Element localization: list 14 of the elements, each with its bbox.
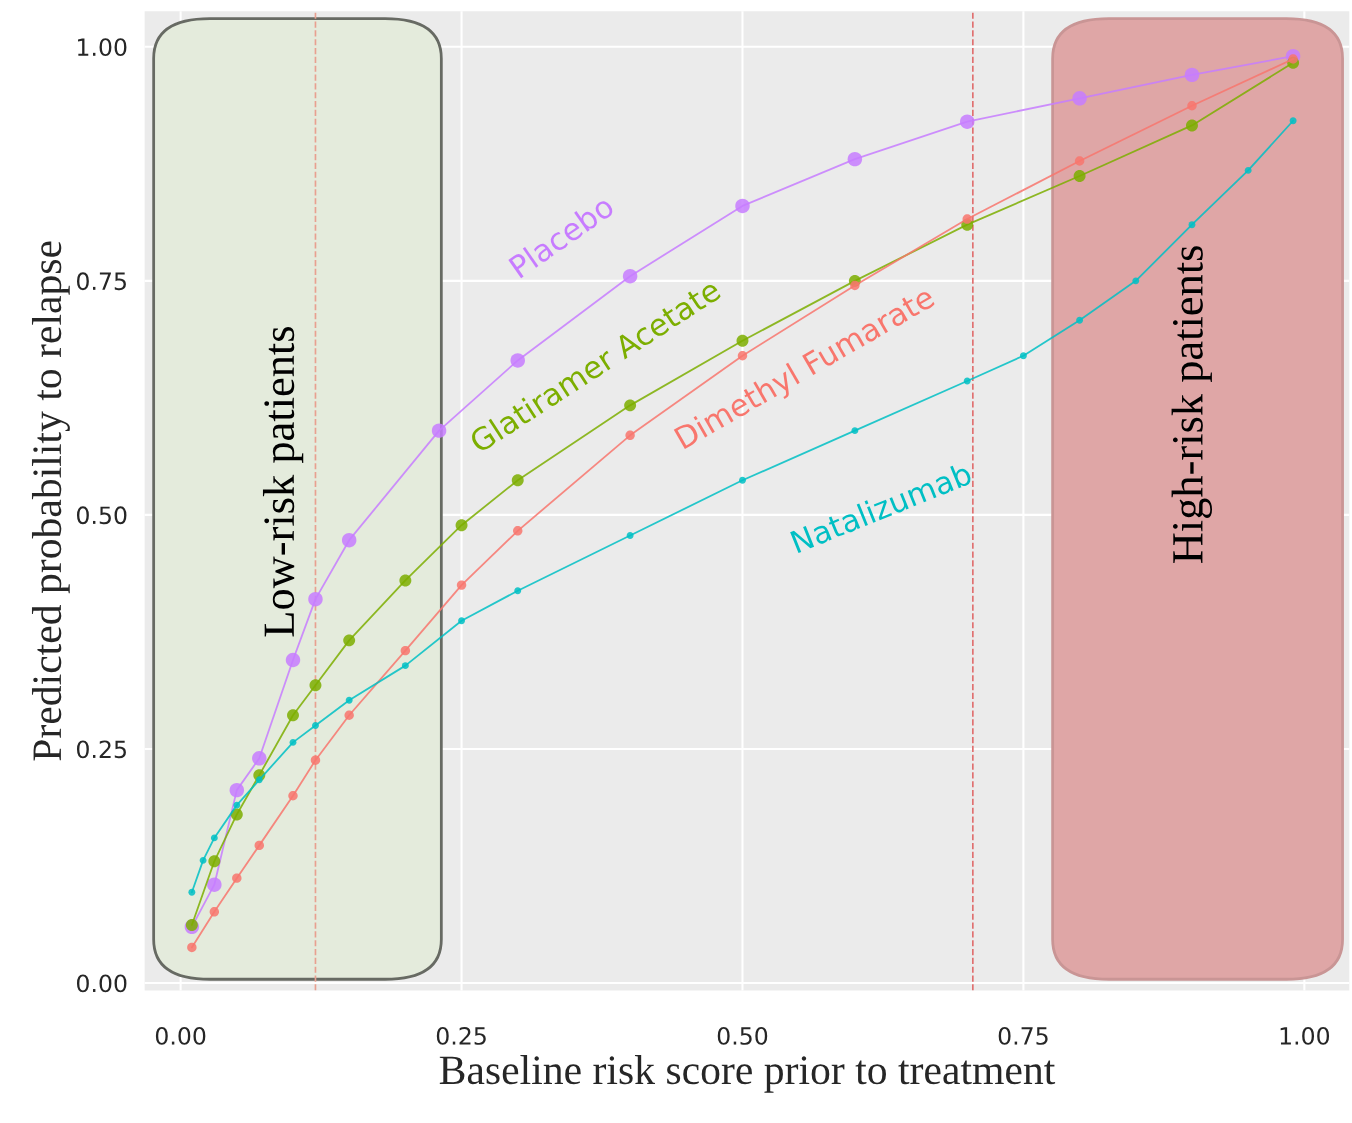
band-label: High-risk patients: [1171, 246, 1213, 564]
band-label: Low-risk patients: [262, 327, 304, 637]
x-tick-label: 1.00: [1280, 1027, 1330, 1045]
y-tick-label: 1.00: [78, 38, 127, 57]
x-tick-label: 0.50: [717, 1027, 768, 1045]
x-axis-title: Baseline risk score prior to treatment: [439, 1055, 1056, 1093]
y-tick-label: 0.00: [76, 974, 127, 993]
y-tick-label: 0.25: [76, 740, 126, 759]
y-tick-label: 0.50: [76, 506, 127, 525]
y-tick-label: 0.75: [76, 272, 126, 291]
x-tick-label: 0.00: [155, 1027, 206, 1045]
x-tick-label: 0.25: [436, 1027, 486, 1045]
y-axis-title: Predicted probability to relapse: [31, 241, 70, 761]
x-tick-label: 0.75: [998, 1027, 1048, 1045]
